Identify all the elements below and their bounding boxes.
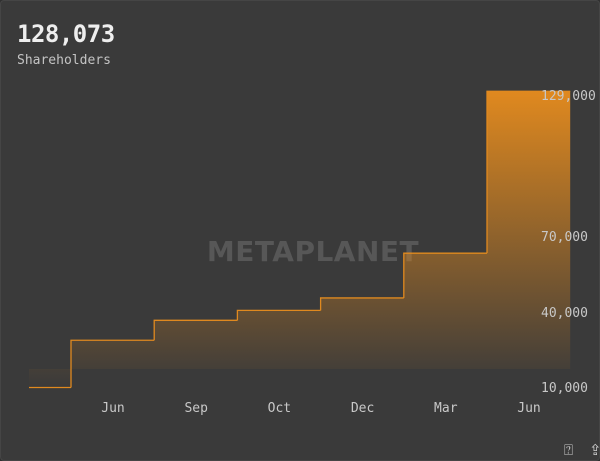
area-fill	[29, 91, 571, 388]
question-circle-icon[interactable]: ⍰	[564, 441, 574, 459]
y-tick-label: 129,000	[541, 89, 596, 104]
x-tick-label: Mar	[434, 401, 458, 416]
share-icon[interactable]: ⇪	[589, 441, 600, 459]
y-tick-label: 10,000	[541, 381, 588, 396]
shareholders-chart: METAPLANET Jun Sep Oct Dec Mar Jun 129,000 70,…	[29, 89, 596, 416]
x-tick-label: Sep	[184, 401, 208, 416]
y-tick-label: 40,000	[541, 306, 588, 321]
step-mark	[403, 252, 487, 298]
step-mark	[236, 309, 321, 321]
x-tick-label: Jun	[101, 401, 124, 416]
shareholder-count: 128,073	[17, 20, 115, 48]
shareholder-label: Shareholders	[17, 53, 111, 68]
step-mark	[153, 319, 238, 341]
step-mark	[486, 90, 571, 254]
x-tick-label: Oct	[268, 401, 291, 416]
x-tick-label: Jun	[517, 401, 540, 416]
y-tick-label: 70,000	[541, 230, 588, 245]
x-tick-label: Dec	[351, 401, 374, 416]
watermark-text: METAPLANET	[207, 235, 419, 268]
step-mark	[319, 297, 404, 311]
step-mark	[70, 339, 155, 388]
